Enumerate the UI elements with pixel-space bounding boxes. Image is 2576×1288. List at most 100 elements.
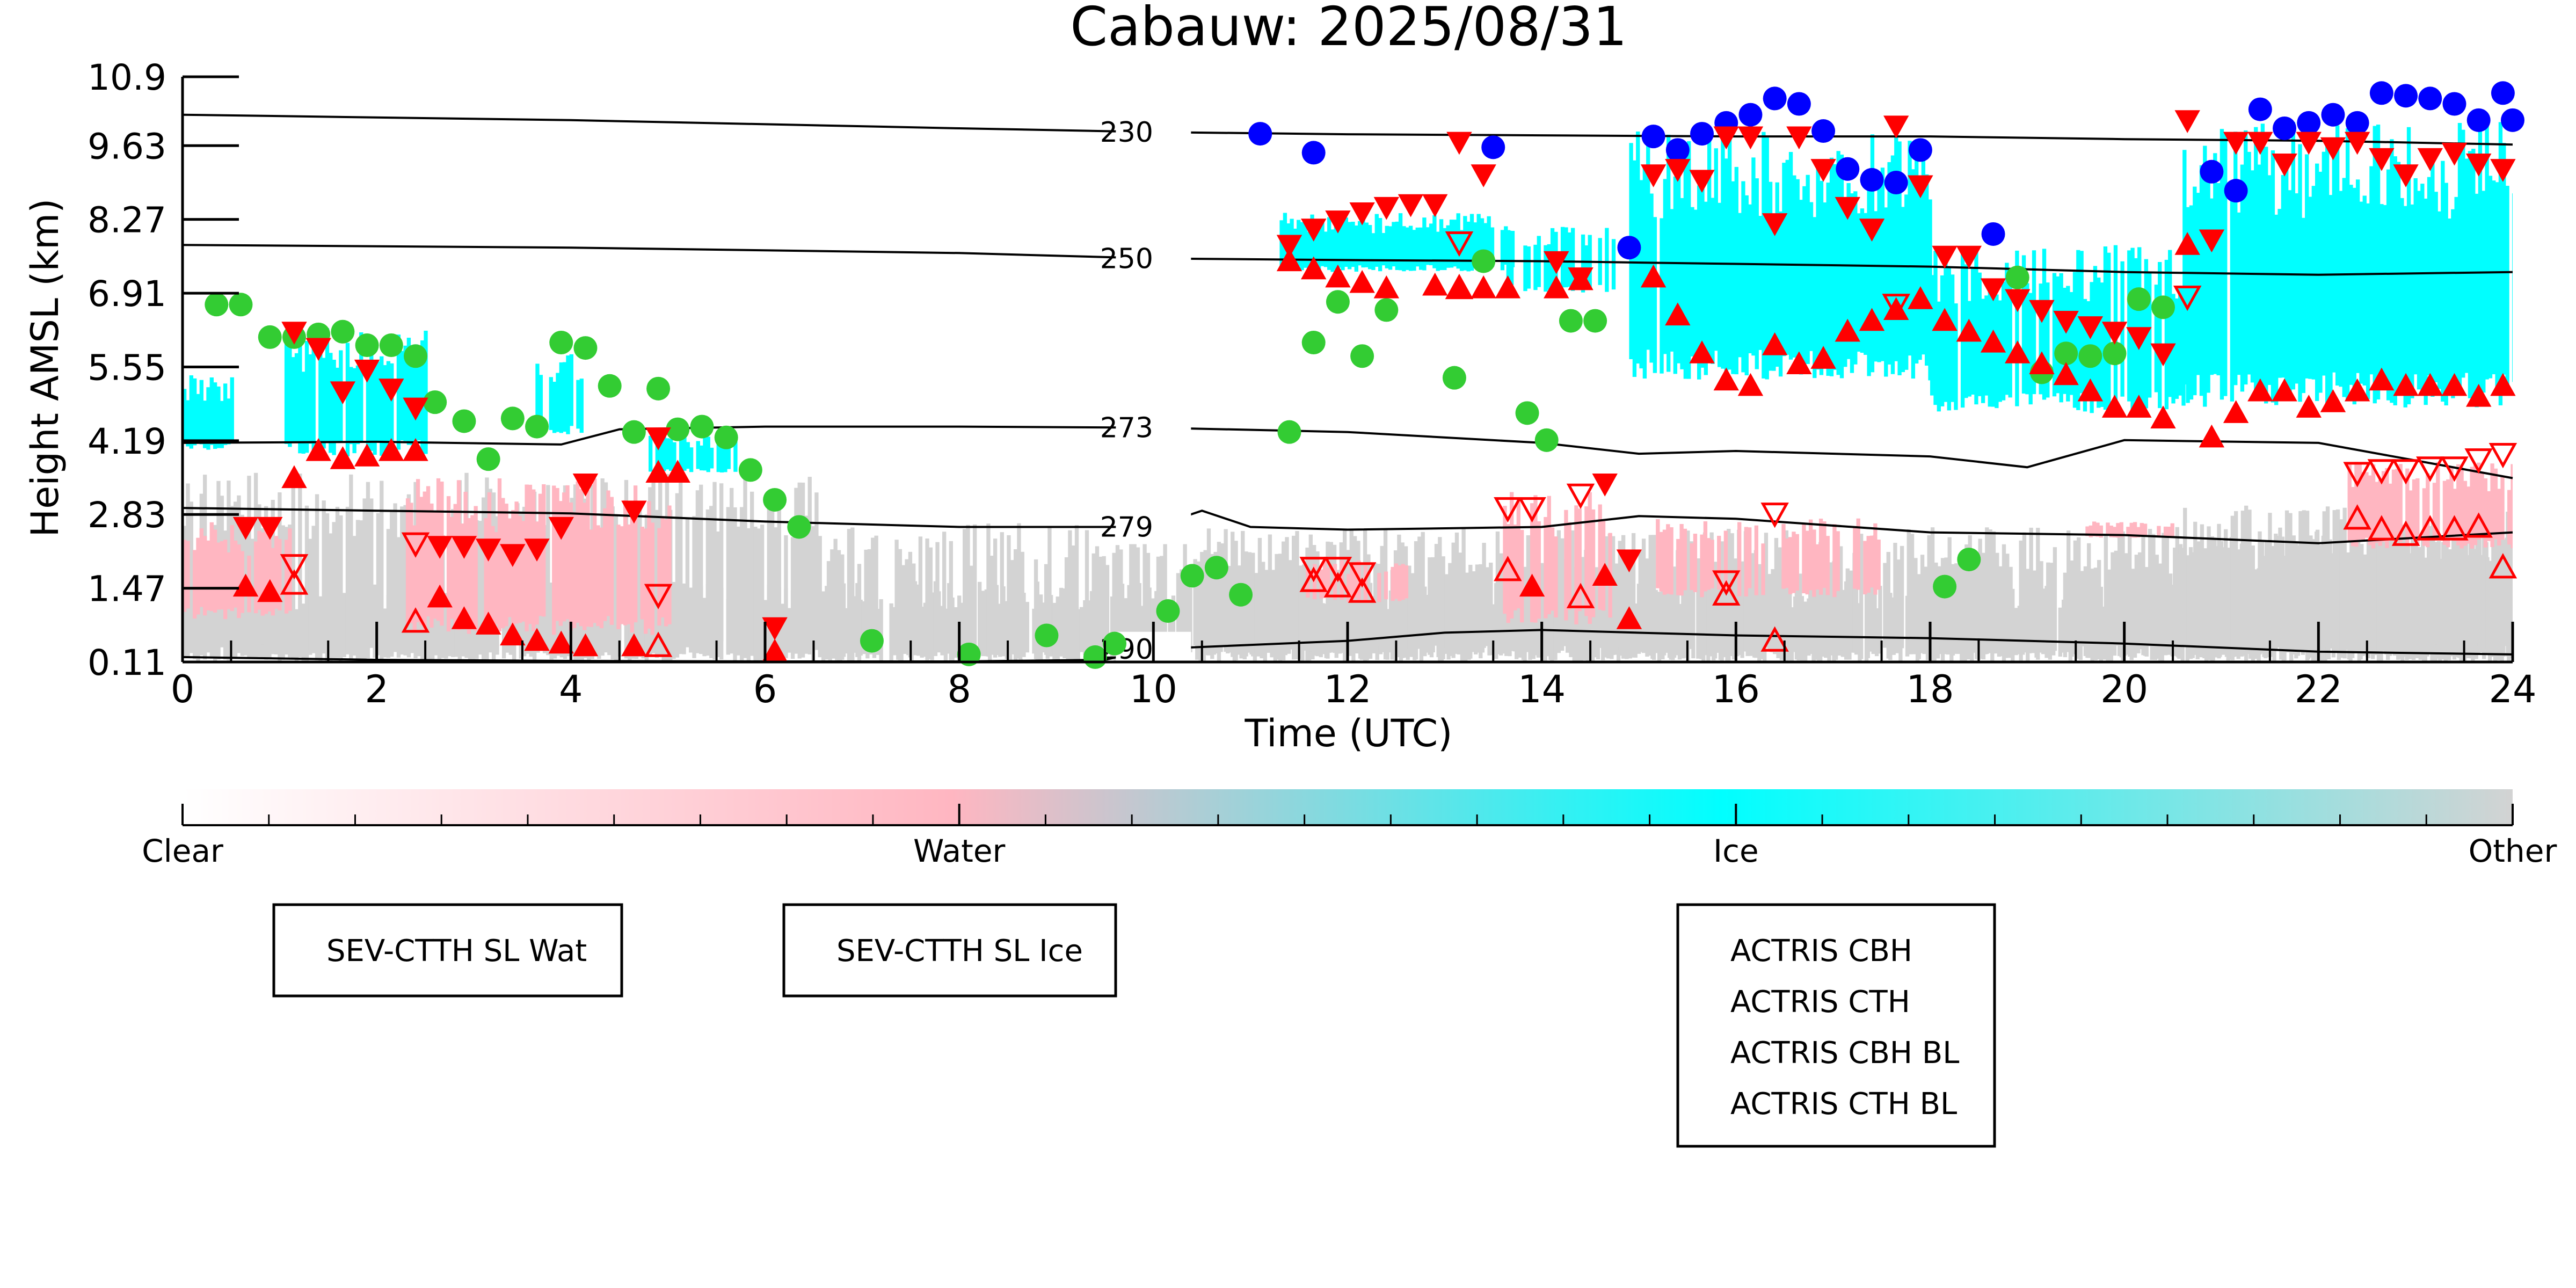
ice-class-patch <box>2417 191 2421 390</box>
other-class-patch <box>2363 554 2367 654</box>
water-class-patch <box>1326 567 1330 598</box>
other-class-patch <box>1657 592 1662 661</box>
other-class-patch <box>2329 553 2333 643</box>
other-class-patch <box>1702 532 1707 651</box>
other-class-patch <box>695 490 700 645</box>
ice-class-patch <box>1418 227 1423 270</box>
water-class-patch <box>627 524 631 624</box>
other-class-patch <box>332 522 336 640</box>
actris-cth-point <box>403 397 428 421</box>
water-class-patch <box>2140 523 2144 536</box>
ice-class-patch <box>1860 208 1865 353</box>
other-class-patch <box>1448 563 1452 656</box>
water-class-patch <box>579 489 584 627</box>
water-class-patch <box>1662 529 1667 595</box>
water-class-patch <box>2092 521 2097 537</box>
ice-class-patch <box>1782 163 1786 356</box>
other-class-patch <box>2077 537 2081 653</box>
actris-cbh-bl-point <box>2464 512 2493 538</box>
other-class-patch <box>2281 559 2286 661</box>
sev-ctth-sl-wat-point <box>1559 309 1583 333</box>
actris-cth-point <box>2466 154 2492 177</box>
other-class-patch <box>954 607 958 658</box>
ice-class-patch <box>2168 250 2172 397</box>
other-class-patch <box>1811 571 1816 661</box>
ice-class-patch <box>2260 123 2265 402</box>
other-class-patch <box>753 527 758 662</box>
water-class-patch <box>1591 509 1596 617</box>
actris-cbh-point <box>1980 329 2006 353</box>
ice-class-patch <box>1415 227 1420 267</box>
ice-class-patch <box>308 354 312 444</box>
ice-class-patch <box>1714 148 1718 351</box>
other-class-patch <box>2087 543 2091 658</box>
ice-class-patch <box>2468 151 2472 398</box>
actris-cbh-point <box>1301 256 1327 280</box>
ice-class-patch <box>2369 166 2374 375</box>
other-class-patch <box>1007 535 1011 645</box>
ice-class-patch <box>2141 298 2145 411</box>
actris-cbh-point <box>500 622 526 646</box>
water-class-patch <box>1567 522 1571 610</box>
other-class-patch <box>1377 564 1381 646</box>
other-class-patch <box>410 601 414 653</box>
ice-class-patch <box>1303 223 1308 268</box>
actris-cth-bl-point <box>1494 497 1522 523</box>
other-class-patch <box>908 551 913 658</box>
actris-cth-point <box>2247 132 2273 155</box>
ice-class-patch <box>1897 141 1902 375</box>
water-class-patch <box>2136 527 2141 538</box>
ice-class-patch <box>1799 200 1803 375</box>
ice-class-patch <box>2441 161 2445 402</box>
colorbar-label: Clear <box>142 833 223 869</box>
ice-class-patch <box>2100 282 2104 407</box>
actris-cbh-point <box>2077 378 2104 402</box>
other-class-patch <box>1760 567 1765 656</box>
other-class-patch <box>784 535 788 654</box>
actris-cth-point <box>1544 251 1569 274</box>
ice-class-patch <box>2148 272 2152 398</box>
actris-cbh-point <box>2247 378 2273 402</box>
other-class-patch <box>2244 505 2248 661</box>
other-class-patch <box>478 521 482 645</box>
ice-class-patch <box>196 394 200 442</box>
ice-class-patch <box>1765 137 1769 380</box>
actris-cth-point <box>1932 245 1958 269</box>
sev-ctth-sl-wat-point <box>229 293 253 317</box>
actris-cbh-point <box>1325 264 1351 288</box>
actris-cth-bl-point <box>2391 459 2420 485</box>
other-class-patch <box>1482 543 1486 648</box>
ice-class-patch <box>2386 169 2391 401</box>
water-class-patch <box>237 544 241 618</box>
other-class-patch <box>1278 554 1283 662</box>
water-class-patch <box>667 505 672 624</box>
other-class-patch <box>1407 565 1411 649</box>
actris-cbh-point <box>232 573 259 597</box>
actris-cth-bl-point <box>2440 456 2469 482</box>
ice-class-patch <box>1405 227 1409 270</box>
water-class-patch <box>1676 539 1680 595</box>
actris-cth-bl-point <box>1882 294 1910 319</box>
ice-class-patch <box>192 378 197 446</box>
other-class-patch <box>1224 529 1228 652</box>
ice-class-patch <box>2475 193 2479 407</box>
ice-class-patch <box>2223 133 2228 396</box>
water-class-patch <box>487 492 492 632</box>
other-class-patch <box>1305 547 1309 662</box>
actris-cth-point <box>2344 132 2370 155</box>
other-class-patch <box>2424 557 2428 651</box>
other-class-patch <box>1059 587 1064 657</box>
other-class-patch <box>2165 529 2169 646</box>
ice-class-patch <box>1371 233 1376 270</box>
actris-cth-point <box>2393 164 2419 187</box>
sev-ctth-sl-ice-point <box>1617 236 1641 260</box>
ice-class-patch <box>2383 205 2387 377</box>
other-class-patch <box>1767 574 1772 649</box>
other-class-patch <box>2186 555 2191 647</box>
other-class-patch <box>2339 519 2344 656</box>
other-class-patch <box>2495 515 2500 650</box>
ice-class-patch <box>396 334 401 450</box>
other-class-patch <box>2487 561 2492 661</box>
ice-class-patch <box>349 367 353 445</box>
ice-class-patch <box>2315 163 2319 401</box>
